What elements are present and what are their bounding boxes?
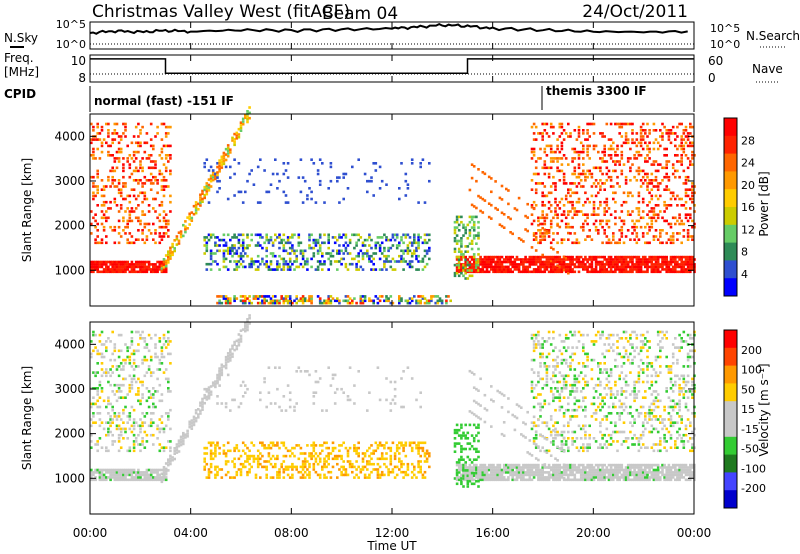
y-tick-label: 1000 — [54, 471, 85, 485]
station-title: Christmas Valley West (fitACF) — [92, 2, 350, 22]
colorbar-tick-label: 100 — [741, 364, 762, 377]
frequency-series-line — [90, 58, 694, 75]
velocity-heatmap — [90, 314, 696, 488]
colorbar-swatch — [724, 153, 737, 172]
colorbar-swatch — [724, 207, 737, 226]
nave-label: Nave — [752, 62, 783, 76]
freq-label-line2: [MHz] — [4, 65, 39, 79]
time-x-axis: 00:00 04:00 08:00 12:00 16:00 20:00 00:00 — [73, 22, 712, 540]
colorbar-tick-label: 20 — [741, 179, 755, 192]
y-tick-label: 1000 — [54, 263, 85, 277]
velocity-y-axis: 1000 2000 3000 4000 — [54, 337, 694, 485]
power-colorbar: 28 24 20 16 12 8 4 — [723, 117, 755, 297]
colorbar-tick-label: 200 — [741, 344, 762, 357]
colorbar-tick-label: 4 — [741, 268, 748, 281]
colorbar-tick-label: -100 — [741, 462, 766, 475]
velocity-colorbar: 200 100 50 15 -15 -50 -100 -200 — [723, 329, 766, 509]
cpid-mode-2: themis 3300 IF — [546, 84, 647, 98]
power-panel — [89, 113, 695, 307]
colorbar-tick-label: -50 — [741, 443, 759, 456]
cpid-mode-1: normal (fast) -151 IF — [94, 94, 234, 108]
x-tick-label: 04:00 — [173, 526, 208, 540]
noise-right-tick-bottom: 10^0 — [710, 38, 740, 51]
beam-label: Beam 04 — [322, 4, 398, 24]
colorbar-tick-label: 12 — [741, 223, 755, 236]
y-tick-label: 2000 — [54, 427, 85, 441]
freq-left-tick-bottom: 8 — [78, 71, 86, 85]
colorbar-swatch — [724, 472, 737, 491]
colorbar-swatch — [724, 242, 737, 261]
colorbar-swatch — [724, 490, 737, 509]
x-tick-label: 00:00 — [73, 526, 108, 540]
power-colorbar-label: Power [dB] — [757, 171, 771, 236]
colorbar-tick-label: 50 — [741, 383, 755, 396]
y-tick-label: 3000 — [54, 174, 85, 188]
date-label: 24/Oct/2011 — [582, 2, 688, 22]
x-tick-label: 20:00 — [576, 526, 611, 540]
noise-right-tick-top: 10^5 — [710, 22, 740, 35]
colorbar-swatch — [724, 401, 737, 420]
colorbar-swatch — [724, 330, 737, 349]
colorbar-tick-label: -200 — [741, 482, 766, 495]
colorbar-swatch — [724, 365, 737, 384]
freq-left-tick-top: 10 — [71, 54, 86, 68]
freq-right-tick-bottom: 0 — [708, 71, 716, 85]
colorbar-swatch — [724, 454, 737, 473]
nsearch-label: N.Search — [746, 29, 800, 43]
x-tick-label: 16:00 — [475, 526, 510, 540]
colorbar-swatch — [724, 419, 737, 438]
colorbar-tick-label: 8 — [741, 246, 748, 259]
colorbar-swatch — [724, 118, 737, 137]
colorbar-tick-label: 28 — [741, 134, 755, 147]
freq-label-line1: Freq. — [4, 51, 34, 65]
x-axis-label: Time UT — [366, 539, 417, 553]
velocity-colorbar-label: Velocity [m s⁻¹] — [757, 363, 771, 456]
nsky-label: N.Sky — [4, 31, 38, 45]
colorbar-swatch — [724, 278, 737, 297]
colorbar-tick-label: 15 — [741, 403, 755, 416]
noise-series-line — [89, 22, 688, 35]
colorbar-tick-label: 24 — [741, 157, 755, 170]
colorbar-tick-label: -15 — [741, 423, 759, 436]
power-heatmap — [90, 106, 696, 305]
cpid-label: CPID — [4, 87, 36, 101]
power-ylabel: Slant Range [km] — [20, 158, 34, 262]
colorbar-swatch — [724, 171, 737, 190]
power-y-axis: 1000 2000 3000 4000 — [54, 129, 694, 277]
colorbar-swatch — [724, 260, 737, 279]
colorbar-frame — [723, 329, 738, 509]
colorbar-swatch — [724, 436, 737, 455]
y-tick-label: 2000 — [54, 219, 85, 233]
colorbar-swatch — [724, 224, 737, 243]
x-tick-label: 08:00 — [274, 526, 309, 540]
velocity-ylabel: Slant Range [km] — [20, 366, 34, 470]
noise-left-tick-bottom: 10^0 — [56, 38, 86, 51]
colorbar-swatch — [724, 383, 737, 402]
colorbar-swatch — [724, 189, 737, 208]
y-tick-label: 4000 — [54, 129, 85, 143]
colorbar-swatch — [724, 135, 737, 154]
colorbar-tick-label: 16 — [741, 201, 755, 214]
colorbar-frame — [723, 117, 738, 297]
velocity-panel — [89, 321, 695, 515]
colorbar-swatch — [724, 347, 737, 366]
x-tick-label: 12:00 — [375, 526, 410, 540]
noise-left-tick-top: 10^5 — [56, 18, 86, 31]
x-tick-label: 00:00 — [677, 526, 712, 540]
y-tick-label: 4000 — [54, 337, 85, 351]
y-tick-label: 3000 — [54, 382, 85, 396]
freq-right-tick-top: 60 — [708, 54, 723, 68]
